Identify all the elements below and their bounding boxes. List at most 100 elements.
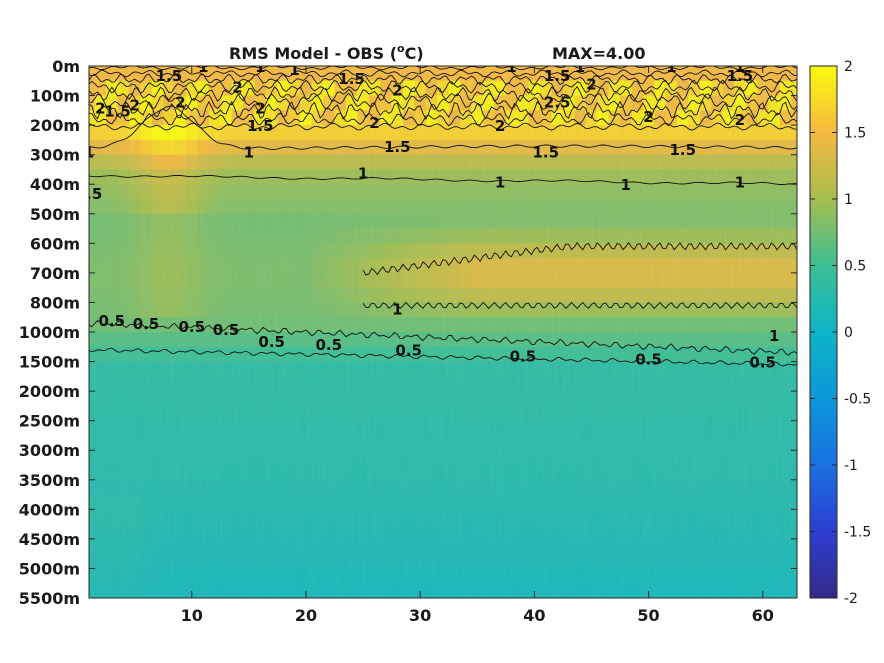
contour-label: 0.5 [213, 321, 240, 339]
x-tick-label: 30 [409, 606, 431, 625]
contour-label: 1.5 [727, 67, 754, 85]
contour-label: 1 [620, 176, 630, 194]
contour-label: 1 [666, 58, 676, 76]
contour-label: 0.5 [76, 185, 103, 203]
x-tick-label: 20 [295, 606, 317, 625]
x-tick-label: 60 [752, 606, 774, 625]
contour-line [89, 347, 797, 367]
contour-label: 1 [575, 58, 585, 76]
contour-line [89, 320, 797, 356]
contour-label: 1 [392, 300, 402, 318]
colorbar-tick-label: -1.5 [844, 525, 871, 541]
contour-label: 0.5 [395, 342, 422, 360]
contour-label: 1 [244, 144, 254, 162]
colorbar-tick-label: -0.5 [844, 392, 871, 408]
y-tick-label: 300m [30, 146, 80, 165]
contour-label: 1.5 [156, 67, 183, 85]
contour-label: 2 [95, 99, 105, 117]
colorbar-tick-label: 0 [844, 325, 853, 341]
y-tick-label: 0m [52, 57, 80, 76]
contour-label: 1 [84, 144, 94, 162]
y-tick-label: 3000m [19, 441, 80, 460]
contour-label: 1.5 [533, 144, 560, 162]
contour-label: 1 [769, 327, 779, 345]
contour-label: 0.5 [510, 348, 537, 366]
y-tick-label: 3500m [19, 471, 80, 490]
contour-lines [89, 66, 797, 367]
contour-label: 1.5 [247, 117, 274, 135]
contour-label: 1.5 [670, 141, 697, 159]
contour-line [89, 86, 797, 102]
contour-label: 0.5 [258, 333, 285, 351]
y-tick-label: 1000m [19, 323, 80, 342]
contour-label: 1.5 [104, 102, 131, 120]
contour-label: 1 [358, 164, 368, 182]
y-tick-label: 2500m [19, 412, 80, 431]
contour-label: 1.5 [384, 138, 411, 156]
contour-label: 1 [506, 58, 516, 76]
y-tick-label: 400m [30, 175, 80, 194]
heatmap-texture [89, 66, 797, 598]
contour-label: 0.5 [635, 351, 662, 369]
contour-label: 2 [392, 82, 402, 100]
y-tick-label: 5500m [19, 589, 80, 608]
y-tick-label: 100m [30, 87, 80, 106]
contour-line [362, 241, 797, 276]
x-tick-label: 50 [637, 606, 659, 625]
colorbar-tick-label: 0.5 [844, 259, 866, 275]
contour-label: 2 [232, 79, 242, 97]
y-tick-label: 200m [30, 116, 80, 135]
svg-text:RMS Model - OBS (oC): RMS Model - OBS (oC) [229, 42, 424, 63]
y-tick-label: 500m [30, 205, 80, 224]
contour-label: 0.5 [99, 312, 126, 330]
y-tick-label: 1500m [19, 353, 80, 372]
colorbar-tick-label: -1 [844, 458, 858, 474]
y-tick-label: 4000m [19, 500, 80, 519]
contour-line [89, 105, 797, 150]
y-tick-label: 600m [30, 234, 80, 253]
y-tick-label: 2000m [19, 382, 80, 401]
contour-label: 0.5 [133, 315, 160, 333]
title: RMS Model - OBS (oC) MAX=4.00 [229, 42, 646, 63]
contour-label: 1 [255, 58, 265, 76]
y-axis: 0m 100m 200m 300m 400m 500m 600m 700m 800m 1000m 1… [19, 57, 797, 608]
contour-line [89, 100, 797, 121]
contour-label: 1 [735, 173, 745, 191]
contour-label: 2 [369, 114, 379, 132]
degree-superscript: o [397, 42, 405, 55]
contour-line [89, 79, 797, 94]
y-tick-label: 4500m [19, 530, 80, 549]
colorbar-axis: 2 1.5 1 0.5 0 -0.5 -1 -1.5 -2 [810, 59, 871, 607]
contour-label: 2 [586, 76, 596, 94]
colorbar-tick-label: 2 [844, 59, 853, 75]
x-tick-label: 10 [181, 606, 203, 625]
heatmap-field [89, 66, 797, 598]
max-label: MAX=4.00 [552, 44, 646, 63]
colorbar-tick-label: -2 [844, 591, 858, 607]
contour-line [362, 301, 797, 310]
contour-label: 1.5 [338, 70, 365, 88]
contour-label: 0.5 [749, 354, 776, 372]
contour-line [89, 92, 797, 111]
contour-label: 1.5 [544, 67, 571, 85]
contour-label: 2.5 [544, 94, 571, 112]
contour-line [89, 174, 797, 185]
contour-label: 2 [643, 108, 653, 126]
contour-line [89, 112, 797, 127]
contour-label: 2 [735, 111, 745, 129]
contour-label: 2 [129, 96, 139, 114]
y-tick-label: 5000m [19, 559, 80, 578]
contour-label: 1 [735, 58, 745, 76]
contour-label: 2 [495, 117, 505, 135]
x-tick-label: 40 [523, 606, 545, 625]
contour-label: 2 [255, 99, 265, 117]
title-text: RMS Model - OBS ( [229, 44, 397, 63]
colorbar-tick-label: 1.5 [844, 126, 866, 142]
contour-label: 1 [198, 58, 208, 76]
contour-label: 2 [175, 94, 185, 112]
contour-label: 0.5 [316, 336, 343, 354]
colorbar-tick-label: 1 [844, 192, 853, 208]
y-tick-label: 700m [30, 264, 80, 283]
